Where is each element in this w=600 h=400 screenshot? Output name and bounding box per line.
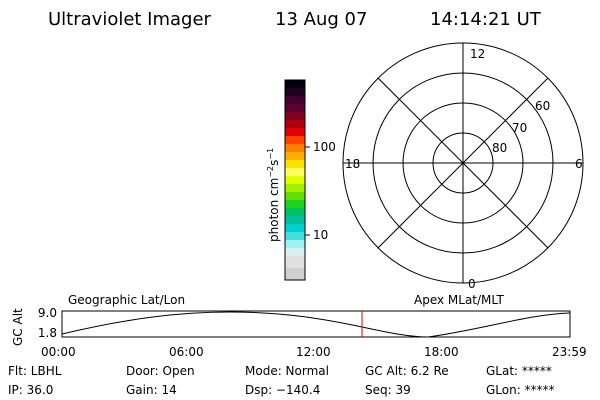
plot-frame [61,310,571,338]
y-label: GC Alt [11,308,25,346]
info-field: Dsp: −140.4 [245,383,320,397]
color-step [285,104,305,112]
colorbar: 100 10 photon cm−2s−1 [266,79,336,281]
unit: photon cm [267,178,281,242]
clock-label: 12 [470,47,485,61]
color-step [285,216,305,224]
info-field: GLon: ***** [486,383,555,397]
info: Flt: LBHL Door: Open Mode: Normal GC Alt… [8,364,555,397]
clock-label: 18 [345,157,360,171]
color-step [285,192,305,200]
axis [377,77,549,249]
color-step [285,200,305,208]
color-step [285,128,305,136]
info-field: Mode: Normal [245,364,329,378]
colorbar-label: photon cm−2s−1 [266,148,281,242]
left-label: Geographic Lat/Lon [68,293,185,307]
colorbar-tick: 100 [313,140,336,154]
colorbar-tick: 10 [313,228,328,242]
x-tick: 06:00 [169,345,204,359]
color-step [285,232,305,240]
color-step [285,184,305,192]
color-step [285,256,305,268]
x-tick: 23:59 [552,345,587,359]
color-step [285,208,305,216]
unit: s [267,160,281,166]
info-field: GLat: ***** [486,364,552,378]
exponent: −1 [266,148,275,160]
color-step [285,176,305,184]
date: 13 Aug 07 [275,9,367,30]
color-step [285,224,305,232]
color-step [285,248,305,256]
color-step [285,144,305,152]
info-field: Flt: LBHL [8,364,62,378]
color-step [285,88,305,96]
exponent: −2 [266,166,275,178]
y-tick: 1.8 [38,326,57,340]
info-field: GC Alt: 6.2 Re [365,364,449,378]
info-field: Gain: 14 [126,383,177,397]
clock-label: 6 [575,157,583,171]
color-step [285,96,305,104]
x-tick: 00:00 [41,345,76,359]
color-step [285,80,305,88]
color-step [285,120,305,128]
color-step [285,160,305,168]
info-field: Seq: 39 [365,383,411,397]
clock-label: 0 [468,277,476,291]
polar-grid: 12 6 0 18 60 70 80 [342,42,584,291]
right-label: Apex MLat/MLT [414,293,504,307]
color-step [285,152,305,160]
x-tick: 18:00 [424,345,459,359]
color-step [285,268,305,280]
altitude-curve [61,311,571,338]
lat-label: 70 [512,121,527,135]
color-step [285,136,305,144]
color-step [285,168,305,176]
color-step [285,112,305,120]
color-step [285,240,305,248]
lat-label: 80 [492,141,507,155]
y-tick: 9.0 [38,306,57,320]
lat-label: 60 [535,99,550,113]
timeline: Geographic Lat/Lon Apex MLat/MLT GC Alt … [11,293,587,359]
info-field: IP: 36.0 [8,383,53,397]
x-tick: 12:00 [296,345,331,359]
title: Ultraviolet Imager [48,9,212,30]
time: 14:14:21 UT [430,9,542,30]
info-field: Door: Open [126,364,195,378]
colorbar-frame [284,79,306,281]
